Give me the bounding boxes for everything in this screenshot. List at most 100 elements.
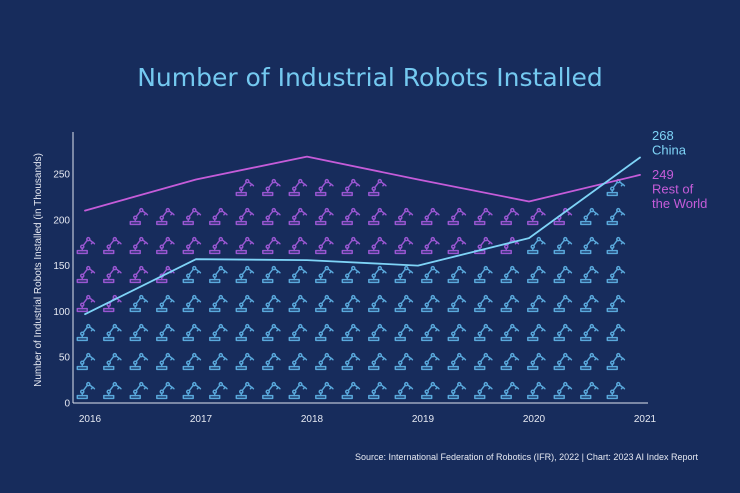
robot-arm-icon (235, 352, 255, 371)
robot-arm-icon (500, 236, 520, 255)
robot-arm-icon (580, 265, 599, 284)
robot-arm-icon (182, 352, 202, 371)
robot-arm-icon (209, 381, 228, 400)
robot-arm-icon (580, 323, 599, 342)
robot-arm-icon (527, 323, 546, 342)
robot-arm-icon (182, 294, 202, 313)
robot-arm-icon (421, 207, 440, 226)
robot-arm-icon (527, 381, 546, 400)
robot-arm-icon (76, 294, 96, 313)
robot-arm-icon (580, 207, 599, 226)
robot-arm-icon (262, 236, 281, 255)
robot-arm-icon (553, 265, 573, 284)
robot-arm-icon (527, 207, 546, 226)
robot-arm-icon (129, 352, 149, 371)
robot-arm-icon (500, 294, 520, 313)
source-footnote: Source: International Federation of Robo… (355, 452, 699, 462)
y-tick-label: 150 (53, 261, 70, 272)
robot-arm-icon (368, 207, 387, 226)
robot-arm-icon (606, 352, 626, 371)
robot-arm-icon (500, 352, 520, 371)
robot-arm-icon (129, 294, 149, 313)
robot-arm-icon (262, 207, 281, 226)
robot-arm-icon (447, 265, 467, 284)
robot-arm-icon (606, 236, 626, 255)
robot-arm-icon (182, 381, 202, 400)
robot-arm-icon (209, 265, 228, 284)
robot-arm-icon (368, 265, 387, 284)
robot-arm-icon (156, 352, 175, 371)
robot-arm-icon (129, 381, 149, 400)
robot-arm-icon (474, 294, 493, 313)
robot-arm-icon (103, 236, 122, 255)
robot-arm-icon (235, 294, 255, 313)
robot-arm-icon (527, 294, 546, 313)
robot-arm-icon (209, 207, 228, 226)
robot-arm-icon (394, 207, 414, 226)
robot-arm-icon (182, 236, 202, 255)
robot-arm-icon (288, 323, 308, 342)
robot-arm-icon (553, 207, 573, 226)
robot-arm-icon (447, 323, 467, 342)
robot-arm-icon (103, 381, 122, 400)
robot-arm-icon (76, 352, 96, 371)
robot-arm-icon (474, 381, 493, 400)
robot-arm-icon (447, 381, 467, 400)
robot-arm-icon (500, 207, 520, 226)
x-tick-label: 2017 (190, 414, 213, 425)
robot-arm-icon (288, 294, 308, 313)
robot-arm-icon (315, 323, 334, 342)
chart-title: Number of Industrial Robots Installed (137, 63, 603, 92)
robot-arm-icon (474, 265, 493, 284)
robot-arm-icon (341, 207, 361, 226)
robot-arm-icon (580, 294, 599, 313)
robot-arm-icon (156, 294, 175, 313)
robot-arm-icon (315, 352, 334, 371)
robot-arm-icon (235, 207, 255, 226)
robot-arm-icon (500, 323, 520, 342)
robot-arm-icon (368, 294, 387, 313)
robot-arm-icon (394, 323, 414, 342)
robot-arm-icon (421, 236, 440, 255)
robot-arm-icon (341, 265, 361, 284)
x-tick-label: 2020 (523, 414, 546, 425)
robot-arm-icon (341, 294, 361, 313)
robot-arm-icon (288, 207, 308, 226)
robot-arm-icon (262, 294, 281, 313)
robot-arm-icon (288, 381, 308, 400)
robot-arm-icon (606, 207, 626, 226)
robot-arm-icon (209, 294, 228, 313)
x-tick-label: 2018 (301, 414, 324, 425)
robot-arm-icon (580, 381, 599, 400)
robot-arm-icon (209, 236, 228, 255)
robot-arm-icon (341, 381, 361, 400)
robot-arm-icon (474, 207, 493, 226)
robot-arm-icon (103, 352, 122, 371)
robot-arm-icon (76, 265, 96, 284)
robot-arm-icon (553, 381, 573, 400)
series-lines (84, 155, 641, 316)
robot-arm-icon (447, 207, 467, 226)
robot-arm-icon (394, 294, 414, 313)
x-tick-labels: 2016 2017 2018 2019 2020 2021 (79, 414, 657, 425)
y-tick-label: 50 (59, 353, 71, 364)
robot-arm-icon (103, 265, 122, 284)
robot-arm-icon (262, 178, 281, 197)
robot-arm-icon (129, 236, 149, 255)
robot-arm-icon (288, 352, 308, 371)
robot-arm-icon (235, 323, 255, 342)
robot-arm-icon (315, 178, 334, 197)
robot-arm-icon (288, 178, 308, 197)
robot-arm-icon (209, 323, 228, 342)
series-line-rest-of-world (84, 155, 641, 212)
robot-arm-icon (421, 294, 440, 313)
robot-arm-icon (235, 265, 255, 284)
robot-arm-icon (553, 323, 573, 342)
robot-arm-icon (262, 323, 281, 342)
robot-arm-icon (262, 352, 281, 371)
robot-arm-icon (580, 352, 599, 371)
robot-arm-icon (262, 381, 281, 400)
robot-arm-icon (341, 236, 361, 255)
robot-arm-icon (209, 352, 228, 371)
robot-arm-icon (315, 294, 334, 313)
